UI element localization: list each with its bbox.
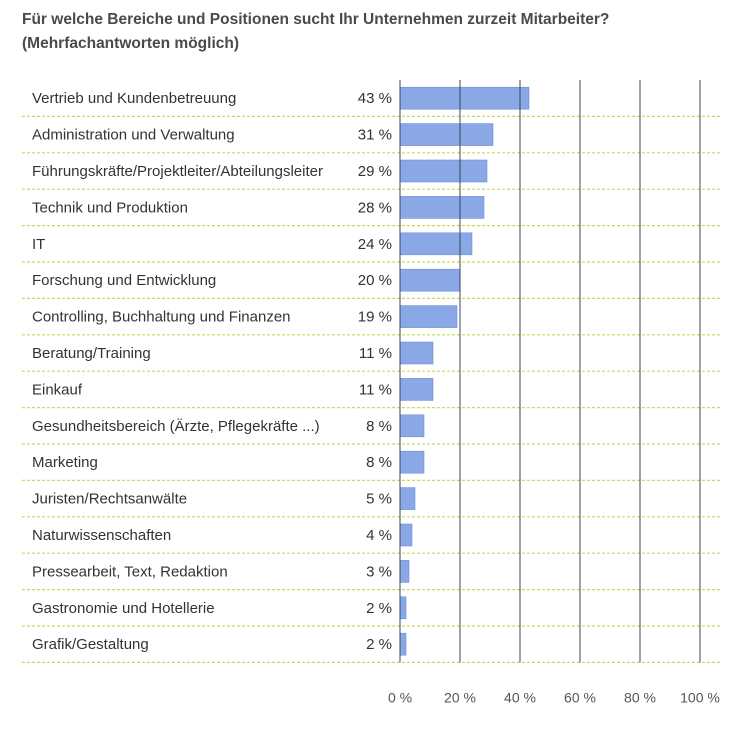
x-tick-label: 40 %	[504, 689, 536, 705]
x-tick-label: 0 %	[388, 689, 412, 705]
bar	[399, 414, 425, 438]
bar	[399, 632, 407, 656]
category-label: Forschung und Entwicklung	[32, 272, 216, 289]
value-label: 2 %	[366, 600, 392, 617]
category-label: Controlling, Buchhaltung und Finanzen	[32, 309, 291, 326]
bar	[399, 268, 461, 292]
x-tick-label: 100 %	[680, 689, 720, 705]
bar	[399, 123, 494, 146]
category-label: Juristen/Rechtsanwälte	[32, 491, 187, 508]
category-label: Gastronomie und Hotellerie	[32, 600, 215, 617]
bar	[399, 560, 410, 583]
value-label: 29 %	[358, 163, 392, 180]
bar	[399, 159, 488, 183]
category-label: IT	[32, 236, 45, 253]
value-label: 31 %	[358, 127, 392, 144]
bar	[399, 196, 485, 219]
bar	[399, 523, 413, 547]
value-label: 24 %	[358, 236, 392, 253]
category-label: Grafik/Gestaltung	[32, 636, 149, 653]
bar	[399, 450, 425, 474]
value-label: 3 %	[366, 563, 392, 580]
bar	[399, 341, 434, 365]
value-label: 8 %	[366, 454, 392, 471]
value-label: 43 %	[358, 90, 392, 107]
category-label: Technik und Produktion	[32, 199, 188, 216]
x-tick-label: 20 %	[444, 689, 476, 705]
bar	[399, 596, 407, 620]
value-label: 11 %	[359, 381, 392, 398]
value-label: 4 %	[366, 527, 392, 544]
category-label: Führungskräfte/Projektleiter/Abteilungsl…	[32, 163, 323, 180]
bar	[399, 378, 434, 401]
x-tick-label: 80 %	[624, 689, 656, 705]
category-label: Vertrieb und Kundenbetreuung	[32, 90, 236, 107]
x-tick-label: 60 %	[564, 689, 596, 705]
title-line-2: (Mehrfachantworten möglich)	[22, 35, 240, 52]
category-label: Administration und Verwaltung	[32, 127, 235, 144]
category-label: Beratung/Training	[32, 345, 151, 362]
value-label: 11 %	[359, 345, 392, 362]
value-label: 20 %	[358, 272, 392, 289]
title-line-1: Für welche Bereiche und Positionen sucht…	[22, 11, 610, 28]
value-label: 8 %	[366, 418, 392, 435]
category-label: Naturwissenschaften	[32, 527, 171, 544]
chart-title: Für welche Bereiche und Positionen sucht…	[22, 8, 722, 56]
bar	[399, 487, 416, 510]
bar	[399, 86, 530, 110]
value-label: 5 %	[366, 491, 392, 508]
value-label: 2 %	[366, 636, 392, 653]
category-label: Pressearbeit, Text, Redaktion	[32, 563, 228, 580]
category-label: Marketing	[32, 454, 98, 471]
category-label: Gesundheitsbereich (Ärzte, Pflegekräfte …	[32, 418, 320, 435]
bar	[399, 232, 473, 256]
value-label: 19 %	[358, 309, 392, 326]
bar	[399, 305, 458, 328]
category-label: Einkauf	[32, 381, 83, 398]
value-label: 28 %	[358, 199, 392, 216]
